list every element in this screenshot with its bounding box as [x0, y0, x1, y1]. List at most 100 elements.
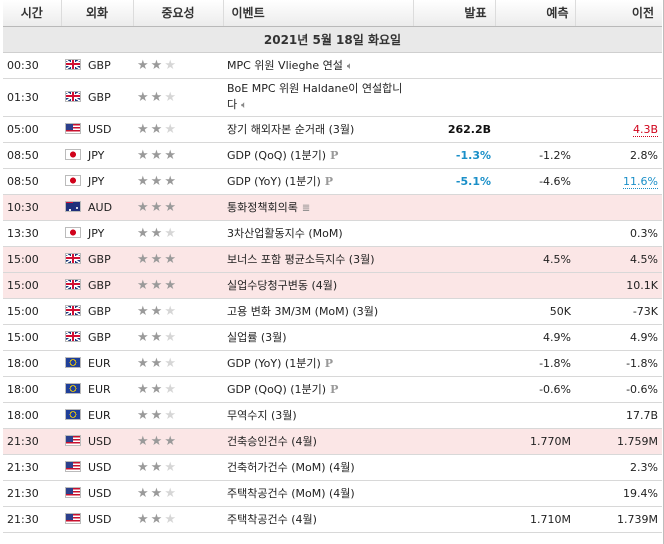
event-currency: JPY — [88, 148, 105, 162]
event-row[interactable]: 21:30 USD ★★★ 건축승인건수 (4월) 1.770M 1.759M — [3, 428, 662, 455]
event-name[interactable]: 주택착공건수 (4월) — [227, 513, 317, 526]
event-time: 21:30 — [3, 480, 61, 507]
event-name[interactable]: GDP (YoY) (1분기) — [227, 357, 321, 370]
event-row[interactable]: 21:30 USD ★★★ 주택착공건수 (4월) 1.710M 1.739M — [3, 506, 662, 533]
event-name-cell[interactable]: 고용 변화 3M/3M (MoM) (3월) — [223, 298, 413, 325]
event-name[interactable]: MPC 위원 Vlieghe 연설 — [227, 59, 343, 72]
gb-flag-icon — [65, 90, 81, 102]
us-flag-icon — [65, 486, 81, 498]
event-name[interactable]: BoE MPC 위원 Haldane이 연설합니다 — [227, 81, 403, 111]
event-row[interactable]: 18:00 EUR ★★★ GDP (YoY) (1분기) P -1.8% -1.8% — [3, 350, 662, 377]
event-forecast — [495, 220, 575, 247]
header-importance[interactable]: 중요성 — [133, 0, 224, 27]
event-name-cell[interactable]: 건축허가건수 (MoM) (4월) — [223, 454, 413, 481]
event-name-cell[interactable]: GDP (QoQ) (1분기) P — [223, 376, 413, 403]
event-time: 01:30 — [3, 78, 61, 117]
event-row[interactable]: 15:00 GBP ★★★ 보너스 포함 평균소득지수 (3월) 4.5% 4.5% — [3, 246, 662, 273]
event-previous: 2.8% — [575, 142, 662, 169]
event-previous-value[interactable]: 11.6% — [623, 174, 658, 189]
day-row: 2021년 5월 18일 화요일 — [3, 26, 662, 53]
event-row[interactable]: 21:30 USD ★★★ 건축허가건수 (MoM) (4월) 2.3% — [3, 454, 662, 481]
event-row[interactable]: 15:00 GBP ★★★ 실업률 (3월) 4.9% 4.9% — [3, 324, 662, 351]
event-previous-value: 1.739M — [617, 512, 658, 526]
header-forecast[interactable]: 예측 — [495, 0, 576, 27]
event-name-cell[interactable]: 실업률 (3월) — [223, 324, 413, 351]
star-icon: ★ — [164, 329, 178, 345]
event-name-cell[interactable]: 장기 해외자본 순거래 (3월) — [223, 116, 413, 143]
event-previous-value[interactable]: 4.3B — [632, 122, 658, 137]
event-name-cell[interactable]: GDP (YoY) (1분기) P — [223, 168, 413, 195]
event-name-cell[interactable]: 3차산업활동지수 (MoM) — [223, 220, 413, 247]
event-name-cell[interactable]: 주택착공건수 (MoM) (4월) — [223, 480, 413, 507]
event-name-cell[interactable]: 건축승인건수 (4월) — [223, 428, 413, 455]
event-row[interactable]: 15:00 GBP ★★★ 고용 변화 3M/3M (MoM) (3월) 50K -73K — [3, 298, 662, 325]
event-name[interactable]: 실업수당청구변동 (4월) — [227, 279, 338, 292]
event-name[interactable]: 무역수지 (3월) — [227, 409, 297, 422]
star-icon: ★ — [164, 199, 178, 215]
us-flag-icon — [65, 122, 81, 134]
event-name[interactable]: 보너스 포함 평균소득지수 (3월) — [227, 253, 375, 266]
event-row[interactable]: 08:50 JPY ★★★ GDP (YoY) (1분기) P -5.1% -4.6% 11.… — [3, 168, 662, 195]
event-previous-value: 19.4% — [623, 486, 658, 500]
header-event[interactable]: 이벤트 — [223, 0, 414, 27]
event-forecast — [495, 52, 575, 79]
star-icon: ★ — [150, 303, 165, 319]
event-currency: GBP — [88, 330, 111, 344]
event-row[interactable]: 10:30 AUD ★★★ 통화정책회의록 ≣ — [3, 194, 662, 221]
event-name-cell[interactable]: GDP (QoQ) (1분기) P — [223, 142, 413, 169]
gb-flag-icon — [65, 58, 81, 70]
event-forecast — [495, 272, 575, 299]
importance-stars: ★★★ — [133, 428, 223, 455]
event-name[interactable]: 3차산업활동지수 (MoM) — [227, 227, 343, 240]
event-row[interactable]: 00:30 GBP ★★★ MPC 위원 Vlieghe 연설 🔈︎ — [3, 52, 662, 79]
header-time[interactable]: 시간 — [3, 0, 62, 27]
event-forecast: -1.2% — [495, 142, 575, 169]
event-currency: USD — [88, 434, 112, 448]
event-row[interactable]: 18:00 EUR ★★★ GDP (QoQ) (1분기) P -0.6% -0.6% — [3, 376, 662, 403]
event-name-cell[interactable]: 주택착공건수 (4월) — [223, 506, 413, 533]
event-name[interactable]: 건축승인건수 (4월) — [227, 435, 317, 448]
header-currency[interactable]: 외화 — [61, 0, 134, 27]
star-icon: ★ — [164, 277, 178, 293]
event-name-cell[interactable]: 보너스 포함 평균소득지수 (3월) — [223, 246, 413, 273]
event-time: 21:30 — [3, 454, 61, 481]
event-row[interactable]: 21:30 USD ★★★ 주택착공건수 (MoM) (4월) 19.4% — [3, 480, 662, 507]
event-forecast — [495, 454, 575, 481]
event-row[interactable]: 15:00 GBP ★★★ 실업수당청구변동 (4월) 10.1K — [3, 272, 662, 299]
event-name-cell[interactable]: MPC 위원 Vlieghe 연설 🔈︎ — [223, 52, 413, 79]
event-currency: USD — [88, 486, 112, 500]
event-name[interactable]: 실업률 (3월) — [227, 331, 287, 344]
event-currency-cell: EUR — [61, 350, 133, 377]
event-forecast: -4.6% — [495, 168, 575, 195]
event-actual — [413, 350, 495, 377]
event-previous-value: -0.6% — [626, 382, 658, 396]
event-actual: -5.1% — [413, 168, 495, 195]
star-icon: ★ — [137, 199, 151, 215]
event-time: 15:00 — [3, 324, 61, 351]
event-name[interactable]: 주택착공건수 (MoM) (4월) — [227, 487, 355, 500]
event-name[interactable]: 건축허가건수 (MoM) (4월) — [227, 461, 355, 474]
header-previous[interactable]: 이전 — [575, 0, 662, 27]
event-name-cell[interactable]: 통화정책회의록 ≣ — [223, 194, 413, 221]
event-row[interactable]: 18:00 EUR ★★★ 무역수지 (3월) 17.7B — [3, 402, 662, 429]
event-name[interactable]: 고용 변화 3M/3M (MoM) (3월) — [227, 305, 379, 318]
event-row[interactable]: 08:50 JPY ★★★ GDP (QoQ) (1분기) P -1.3% -1.2% 2.8… — [3, 142, 662, 169]
event-name-cell[interactable]: GDP (YoY) (1분기) P — [223, 350, 413, 377]
event-row[interactable]: 01:30 GBP ★★★ BoE MPC 위원 Haldane이 연설합니다 🔈︎ — [3, 78, 662, 117]
event-row[interactable]: 13:30 JPY ★★★ 3차산업활동지수 (MoM) 0.3% — [3, 220, 662, 247]
event-row[interactable]: 05:00 USD ★★★ 장기 해외자본 순거래 (3월) 262.2B 4.3B — [3, 116, 662, 143]
star-icon: ★ — [150, 407, 165, 423]
header-actual[interactable]: 발표 — [413, 0, 496, 27]
importance-stars: ★★★ — [133, 52, 223, 79]
event-name-cell[interactable]: 무역수지 (3월) — [223, 402, 413, 429]
event-name-cell[interactable]: BoE MPC 위원 Haldane이 연설합니다 🔈︎ — [223, 78, 413, 117]
event-name[interactable]: GDP (YoY) (1분기) — [227, 175, 321, 188]
star-icon: ★ — [137, 329, 151, 345]
event-name-cell[interactable]: 실업수당청구변동 (4월) — [223, 272, 413, 299]
star-icon: ★ — [150, 381, 165, 397]
importance-stars: ★★★ — [133, 78, 223, 117]
event-name[interactable]: 장기 해외자본 순거래 (3월) — [227, 123, 355, 136]
event-name[interactable]: 통화정책회의록 — [227, 201, 298, 214]
event-name[interactable]: GDP (QoQ) (1분기) — [227, 149, 327, 162]
event-name[interactable]: GDP (QoQ) (1분기) — [227, 383, 327, 396]
